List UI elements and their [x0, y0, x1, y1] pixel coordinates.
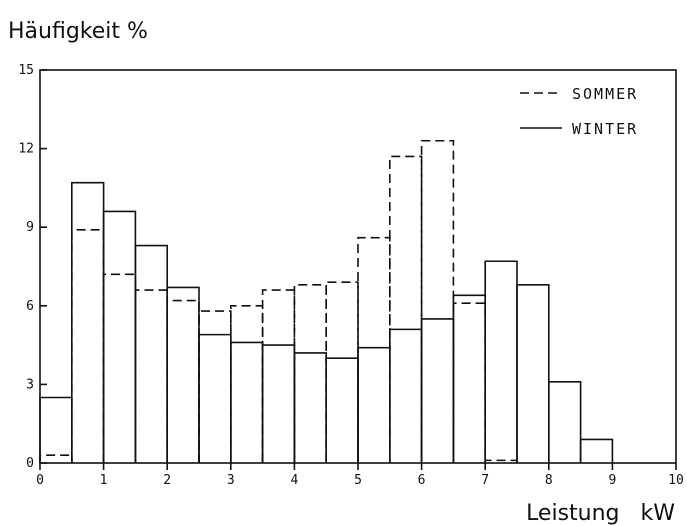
- x-axis-label: Leistung kW: [526, 501, 675, 526]
- sommer-bar: [261, 289, 296, 463]
- winter-bar: [71, 181, 105, 463]
- winter-bar: [452, 294, 486, 463]
- y-tick-label: 0: [26, 456, 34, 471]
- x-tick-label: 3: [227, 473, 235, 488]
- sommer-bar: [102, 273, 137, 463]
- sommer-bar: [484, 459, 518, 463]
- winter-bar: [198, 333, 232, 463]
- winter-bar: [102, 210, 137, 463]
- x-tick-label: 7: [481, 473, 489, 488]
- sommer-bar: [452, 302, 486, 463]
- sommer-bar: [293, 284, 327, 463]
- y-tick-label: 3: [26, 377, 34, 392]
- x-tick-label: 10: [668, 473, 684, 488]
- winter-bar: [134, 244, 168, 463]
- sommer-bar: [389, 155, 423, 463]
- legend-label-winter: WINTER: [572, 120, 638, 138]
- winter-bar: [516, 284, 550, 463]
- legend: SOMMER WINTER: [520, 85, 638, 138]
- sommer-bar: [71, 229, 105, 463]
- winter-bar: [389, 328, 423, 463]
- x-tick-label: 4: [290, 473, 298, 488]
- x-tick-label: 5: [354, 473, 362, 488]
- sommer-bar: [230, 305, 264, 463]
- x-tick-label: 9: [608, 473, 616, 488]
- chart-title: Häufigkeit %: [8, 19, 148, 44]
- sommer-bar: [134, 289, 168, 463]
- x-tick-label: 0: [36, 473, 44, 488]
- x-tick-label: 6: [418, 473, 426, 488]
- winter-bar: [484, 260, 518, 463]
- y-tick-label: 12: [18, 142, 34, 157]
- sommer-bar: [420, 139, 455, 463]
- sommer-bar: [325, 281, 359, 463]
- winter-bar: [293, 352, 327, 463]
- y-tick-label: 9: [26, 220, 34, 235]
- winter-bar: [325, 357, 359, 463]
- winter-bar: [166, 286, 200, 463]
- sommer-bar: [39, 454, 73, 463]
- winter-bar: [261, 344, 296, 463]
- sommer-bar: [166, 299, 200, 463]
- y-tick-label: 15: [18, 63, 34, 78]
- x-tick-label: 2: [163, 473, 171, 488]
- legend-label-sommer: SOMMER: [572, 85, 638, 103]
- winter-bar: [230, 341, 264, 463]
- winter-bar: [420, 318, 455, 463]
- winter-bar: [579, 438, 614, 463]
- x-tick-label: 8: [545, 473, 553, 488]
- winter-bar: [548, 380, 582, 463]
- winter-bar: [39, 396, 73, 463]
- x-tick-label: 1: [100, 473, 108, 488]
- winter-bar: [357, 346, 391, 463]
- sommer-bar: [357, 236, 391, 463]
- y-tick-label: 6: [26, 299, 34, 314]
